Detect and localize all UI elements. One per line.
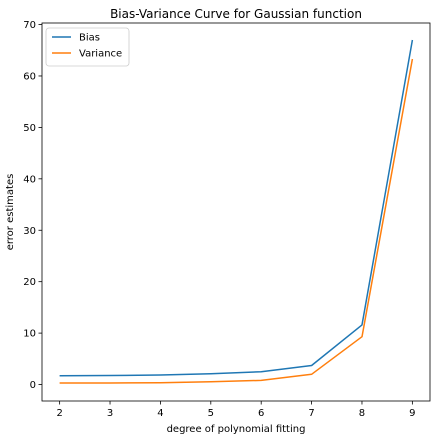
legend: Bias Variance (45, 27, 130, 67)
y-tick-label: 50 (23, 123, 36, 134)
chart-title: Bias-Variance Curve for Gaussian functio… (110, 7, 362, 21)
series-line-bias (59, 39, 414, 377)
y-tick-label: 0 (30, 380, 36, 391)
series-lines (59, 39, 414, 384)
x-tick-label: 7 (308, 408, 314, 419)
y-tick-label: 20 (23, 277, 36, 288)
x-tick-label: 2 (56, 408, 62, 419)
x-tick-label: 8 (359, 408, 365, 419)
x-tick-label: 9 (409, 408, 415, 419)
y-axis-ticks: 0 10 20 30 40 50 60 70 (23, 20, 42, 391)
y-tick-label: 30 (23, 226, 36, 237)
y-tick-label: 40 (23, 174, 36, 185)
x-tick-label: 4 (157, 408, 163, 419)
y-tick-label: 60 (23, 71, 36, 82)
x-tick-label: 5 (208, 408, 214, 419)
x-tick-label: 3 (107, 408, 113, 419)
x-axis-ticks: 2 3 4 5 6 7 8 9 (56, 401, 416, 419)
y-axis-label: error estimates (5, 174, 16, 251)
x-tick-label: 6 (258, 408, 264, 419)
legend-label-bias: Bias (79, 33, 100, 44)
series-line-variance (59, 58, 414, 384)
y-tick-label: 10 (23, 329, 36, 340)
x-axis-label: degree of polynomial fitting (167, 424, 306, 435)
y-tick-label: 70 (23, 20, 36, 31)
plot-frame (41, 22, 431, 402)
legend-label-variance: Variance (79, 49, 122, 60)
